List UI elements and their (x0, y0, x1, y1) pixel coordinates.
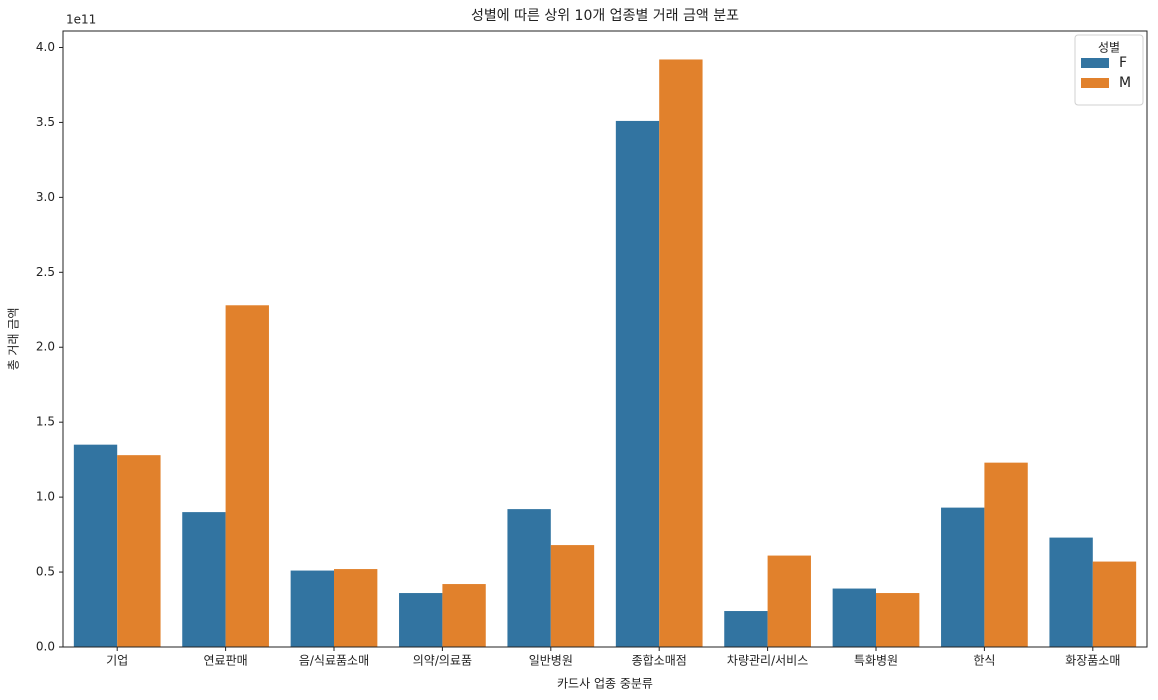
bar (225, 305, 269, 647)
x-axis-label: 카드사 업종 중분류 (557, 677, 653, 691)
x-tick-label: 차량관리/서비스 (727, 654, 808, 668)
bar (1049, 537, 1093, 647)
bar (507, 509, 551, 647)
x-tick-label: 연료판매 (204, 654, 248, 668)
y-tick-label: 2.0 (36, 340, 55, 354)
y-tick-label: 1.5 (36, 415, 55, 429)
y-offset-label: 1e11 (66, 13, 96, 27)
bar (550, 545, 595, 647)
bar (442, 584, 486, 647)
y-tick-label: 3.0 (36, 190, 55, 204)
x-tick-label: 의약/의료품 (413, 653, 472, 668)
bar (832, 588, 876, 647)
bar (1092, 561, 1137, 647)
x-tick-label: 한식 (973, 654, 995, 668)
x-tick-label: 특화병원 (854, 654, 898, 668)
x-tick-label: 종합소매점 (632, 654, 687, 668)
bar (767, 555, 811, 647)
bar (334, 569, 378, 647)
legend-swatch (1081, 58, 1109, 68)
bar (399, 593, 443, 647)
x-tick-label: 음/식료품소매 (299, 654, 369, 668)
bar (182, 512, 226, 647)
y-tick-label: 3.5 (36, 115, 55, 129)
bar (117, 455, 161, 647)
legend-swatch (1081, 78, 1109, 88)
legend-label: M (1119, 75, 1131, 91)
chart-title: 성별에 따른 상위 10개 업종별 거래 금액 분포 (471, 8, 739, 24)
bar (615, 120, 660, 648)
bar (876, 593, 920, 647)
bar (73, 444, 118, 647)
y-tick-label: 0.0 (36, 640, 55, 654)
x-tick-label: 화장품소매 (1065, 654, 1120, 668)
bar (290, 570, 334, 647)
y-tick-label: 2.5 (36, 265, 55, 279)
legend-label: F (1119, 55, 1127, 71)
bar (984, 462, 1028, 647)
y-tick-label: 0.5 (36, 565, 55, 579)
y-tick-label: 4.0 (36, 40, 55, 54)
bar (659, 59, 703, 648)
y-tick-label: 1.0 (36, 490, 55, 504)
bar (941, 507, 985, 647)
y-axis-label: 총 거래 금액 (7, 308, 21, 371)
legend-title: 성별 (1098, 41, 1120, 55)
x-tick-label: 기업 (106, 654, 128, 668)
plot-frame (62, 30, 1148, 648)
x-tick-label: 일반병원 (529, 654, 573, 668)
bar (724, 611, 768, 647)
